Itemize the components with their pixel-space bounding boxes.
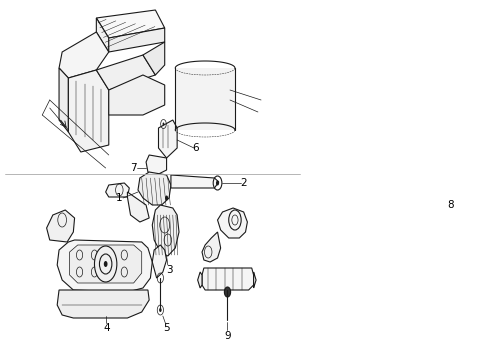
- Circle shape: [428, 108, 430, 112]
- Polygon shape: [202, 268, 254, 290]
- Polygon shape: [423, 108, 446, 132]
- Text: 5: 5: [163, 323, 170, 333]
- Polygon shape: [158, 120, 177, 158]
- Polygon shape: [254, 272, 256, 288]
- Polygon shape: [57, 240, 152, 292]
- Circle shape: [417, 137, 452, 193]
- Text: 8: 8: [447, 200, 454, 210]
- Text: 4: 4: [103, 323, 110, 333]
- Circle shape: [216, 180, 219, 185]
- Polygon shape: [175, 68, 235, 130]
- Polygon shape: [59, 68, 69, 132]
- Polygon shape: [152, 245, 167, 278]
- Polygon shape: [59, 32, 109, 78]
- Polygon shape: [97, 10, 165, 38]
- Text: 6: 6: [193, 143, 199, 153]
- Polygon shape: [70, 245, 142, 283]
- Polygon shape: [69, 70, 109, 152]
- Polygon shape: [143, 42, 165, 75]
- Circle shape: [163, 122, 165, 126]
- Polygon shape: [138, 172, 171, 205]
- Polygon shape: [109, 28, 165, 52]
- Text: 7: 7: [130, 163, 137, 173]
- Polygon shape: [57, 290, 149, 318]
- Polygon shape: [106, 183, 129, 197]
- Polygon shape: [109, 75, 165, 115]
- Polygon shape: [202, 232, 220, 262]
- Circle shape: [104, 261, 107, 267]
- Text: 9: 9: [224, 331, 231, 341]
- Text: 3: 3: [166, 265, 172, 275]
- Circle shape: [165, 195, 168, 201]
- Text: 2: 2: [240, 178, 247, 188]
- Polygon shape: [146, 155, 167, 175]
- Circle shape: [433, 162, 437, 168]
- Polygon shape: [97, 55, 155, 90]
- Polygon shape: [171, 175, 219, 188]
- Polygon shape: [218, 208, 247, 238]
- Polygon shape: [127, 192, 149, 222]
- Polygon shape: [152, 205, 179, 256]
- Polygon shape: [47, 210, 74, 242]
- Polygon shape: [97, 18, 109, 52]
- Circle shape: [224, 287, 231, 297]
- Circle shape: [159, 308, 162, 312]
- Circle shape: [95, 246, 117, 282]
- Polygon shape: [197, 272, 202, 288]
- Text: 1: 1: [116, 193, 122, 203]
